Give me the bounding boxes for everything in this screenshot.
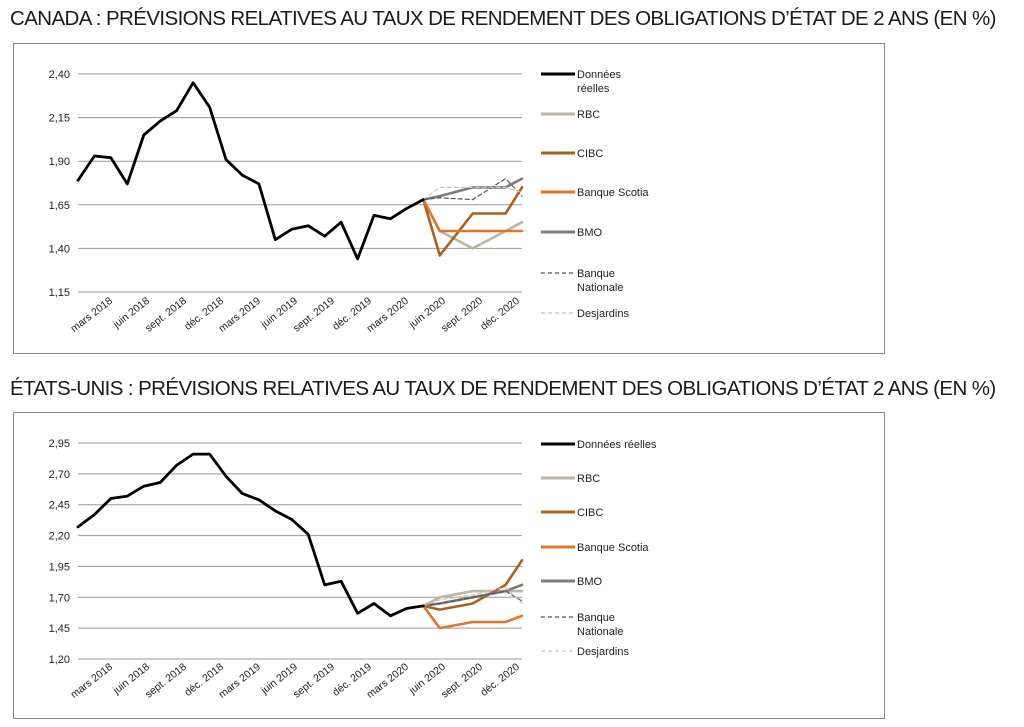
legend-label-desjardins: Desjardins: [577, 308, 629, 320]
y-tick-label: 1,65: [49, 200, 70, 212]
series-line-banque-nationale: [422, 590, 523, 607]
series-line-banque-scotia: [421, 604, 524, 630]
x-tick-label: sept. 2019: [291, 661, 337, 701]
y-tick-label: 2,95: [49, 438, 70, 450]
y-tick-label: 1,15: [49, 287, 70, 299]
y-tick-label: 1,90: [49, 156, 70, 168]
chart-panel-canada: 1,15 1,40 1,65 1,90 2,15 2,40 mars 2018 juin 20…: [13, 43, 885, 354]
y-tick-label: 1,40: [49, 243, 70, 255]
y-tick-label: 1,70: [49, 592, 70, 604]
legend-label-cibc: CIBC: [577, 148, 603, 160]
legend-label-banque-scotia: Banque Scotia: [577, 542, 649, 554]
legend-label-cibc: CIBC: [577, 507, 603, 519]
series-line-rbc: [421, 589, 524, 608]
x-tick-label: mars 2019: [217, 661, 264, 701]
legend-label-desjardins: Desjardins: [577, 646, 629, 658]
x-tick-label: sept. 2020: [439, 295, 485, 335]
series-line-rbc: [421, 198, 524, 250]
series-line-banque-scotia: [421, 198, 524, 233]
y-tick-label: 2,45: [49, 500, 70, 512]
x-tick-label: mars 2018: [69, 295, 116, 335]
x-tick-label: déc. 2020: [478, 661, 522, 699]
y-tick-label: 1,95: [49, 561, 70, 573]
legend-label-banque-nationale: Banque Nationale: [577, 612, 623, 638]
series-line-desjardins: [422, 186, 523, 201]
series-line-donnees-reelles: [76, 452, 425, 618]
legend-label-donnees-reelles: Données réelles: [577, 69, 622, 95]
chart-usa-svg: 1,20 1,45 1,70 1,95 2,20 2,45 2,70 2,95 mars 201…: [49, 438, 657, 701]
y-tick-label: 2,70: [49, 469, 70, 481]
y-tick-label: 2,15: [49, 113, 70, 125]
chart-title-canada: CANADA : PRÉVISIONS RELATIVES AU TAUX DE…: [10, 7, 996, 30]
series-line-cibc: [421, 186, 524, 257]
legend-label-bmo: BMO: [577, 227, 603, 239]
x-tick-label: sept. 2018: [143, 661, 189, 701]
legend-label-rbc: RBC: [577, 109, 600, 121]
y-tick-label: 2,40: [49, 69, 70, 81]
legend-label-banque-nationale: Banque Nationale: [577, 268, 623, 294]
x-tick-label: sept. 2019: [291, 295, 337, 335]
chart-title-usa: ÉTATS-UNIS : PRÉVISIONS RELATIVES AU TAU…: [10, 377, 996, 400]
x-tick-label: mars 2018: [69, 661, 116, 701]
legend-label-donnees-reelles: Données réelles: [577, 439, 657, 451]
y-tick-label: 1,20: [49, 654, 70, 666]
legend-label-rbc: RBC: [577, 473, 600, 485]
legend-label-banque-scotia: Banque Scotia: [577, 187, 649, 199]
legend-label-bmo: BMO: [577, 576, 603, 588]
series-line-donnees-reelles: [76, 81, 425, 261]
series-line-cibc: [421, 559, 524, 611]
y-tick-label: 2,20: [49, 531, 70, 543]
x-tick-label: sept. 2020: [439, 661, 485, 701]
x-tick-label: sept. 2018: [143, 295, 189, 335]
x-tick-label: mars 2020: [365, 295, 412, 335]
chart-panel-usa: 1,20 1,45 1,70 1,95 2,20 2,45 2,70 2,95 mars 201…: [13, 412, 885, 719]
x-tick-label: mars 2020: [365, 661, 412, 701]
x-tick-label: déc. 2020: [478, 295, 522, 333]
x-tick-label: mars 2019: [217, 295, 264, 335]
series-line-banque-nationale: [422, 178, 523, 201]
y-tick-label: 1,45: [49, 623, 70, 635]
series-line-desjardins: [422, 586, 523, 607]
